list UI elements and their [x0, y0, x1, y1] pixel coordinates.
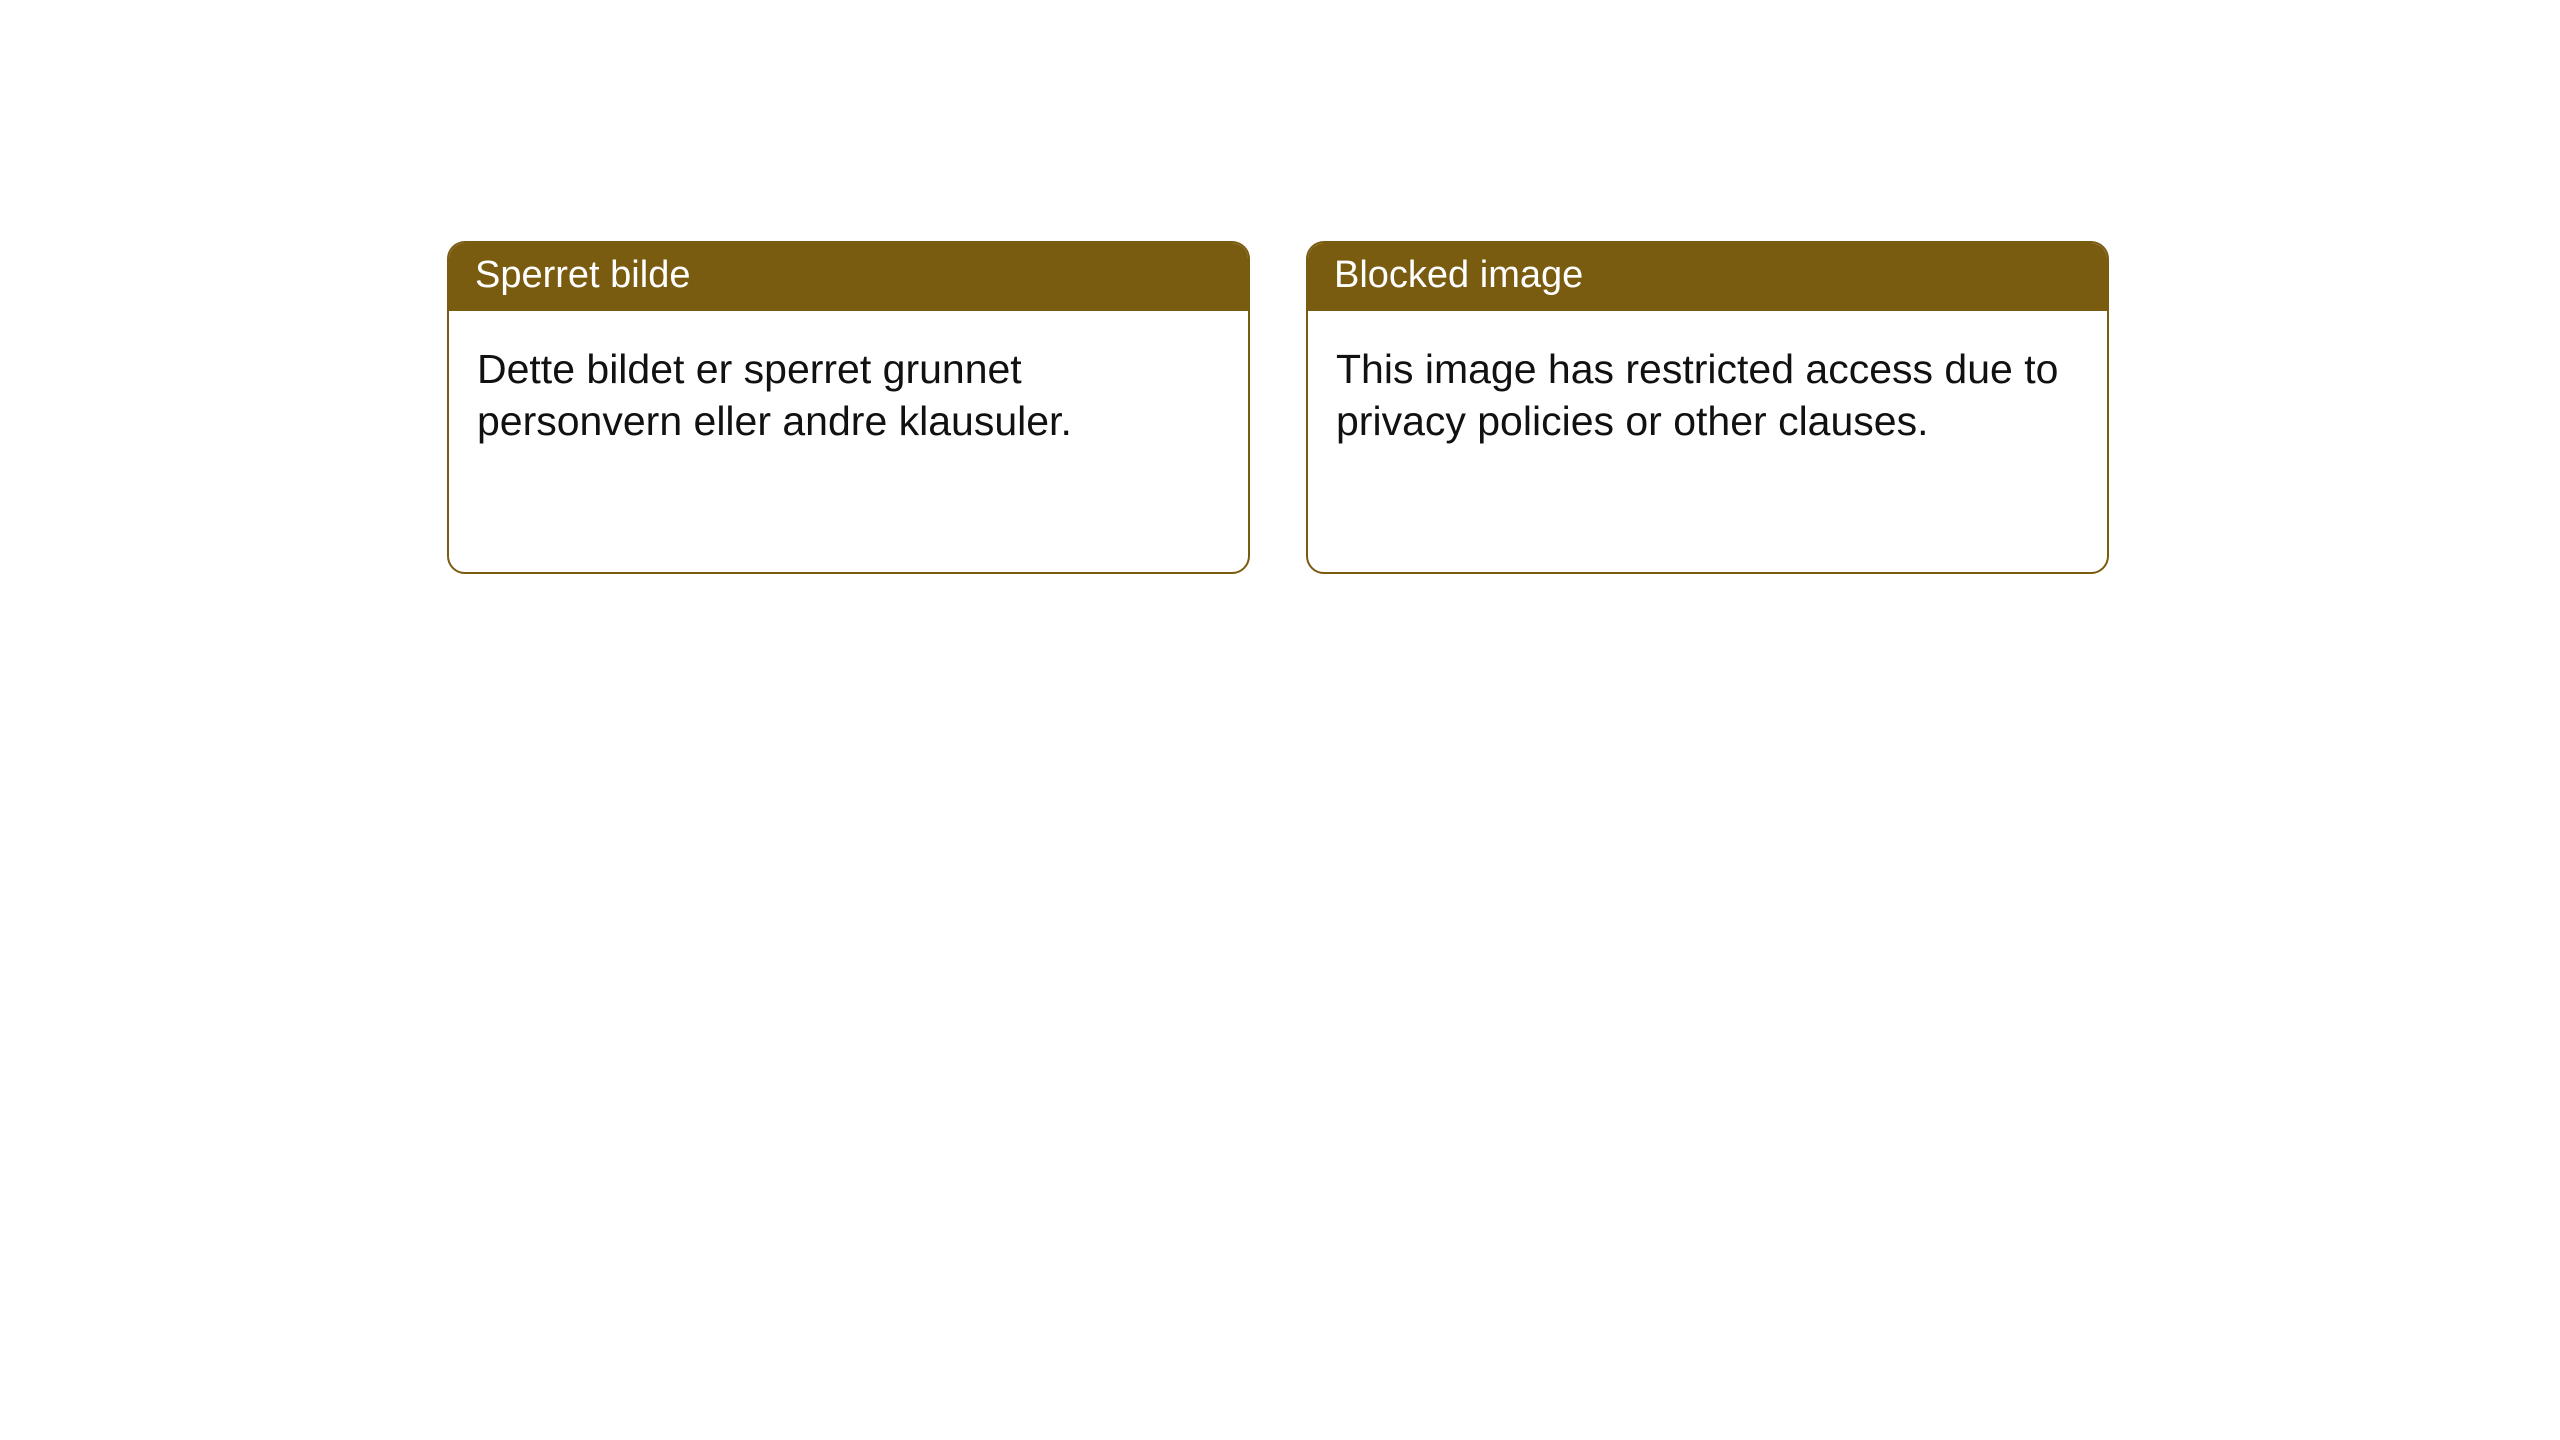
notice-card-english: Blocked image This image has restricted … [1306, 241, 2109, 574]
notice-card-header: Blocked image [1308, 243, 2107, 311]
notice-card-norwegian: Sperret bilde Dette bildet er sperret gr… [447, 241, 1250, 574]
notice-card-body: This image has restricted access due to … [1308, 311, 2107, 479]
notice-card-body: Dette bildet er sperret grunnet personve… [449, 311, 1248, 479]
notice-cards-container: Sperret bilde Dette bildet er sperret gr… [447, 241, 2109, 574]
notice-card-header: Sperret bilde [449, 243, 1248, 311]
